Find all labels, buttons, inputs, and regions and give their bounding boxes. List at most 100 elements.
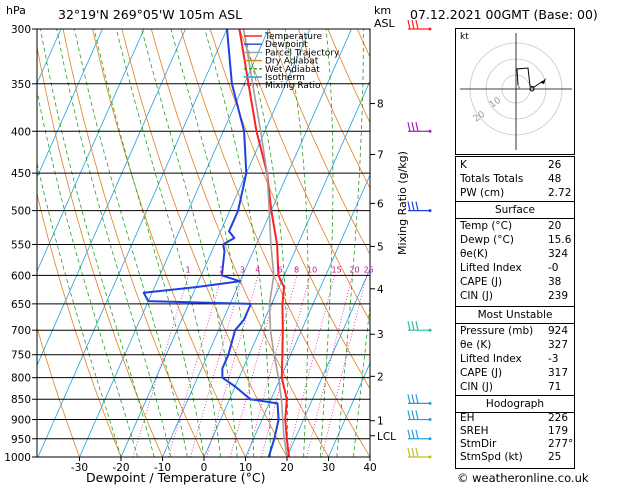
legend-label: Temperature: [264, 32, 322, 42]
wet-adiabat-lines: [37, 29, 370, 457]
wind-barb-flag: [411, 429, 415, 439]
surface-row: θe(K) 324: [460, 248, 569, 260]
wind-barb-flag: [415, 394, 419, 404]
hodo-row: StmDir 277°: [460, 438, 574, 450]
isotherm-line: [37, 29, 228, 457]
pressure-tick-label: 900: [11, 415, 31, 427]
pressure-tick-label: 300: [11, 24, 31, 36]
hodograph-arrow: [541, 78, 546, 84]
pressure-tick-label: 950: [11, 434, 31, 446]
series-dewpoint: [142, 29, 280, 457]
mu-row: CAPE (J) 317: [460, 367, 569, 379]
indices-panel: K 26 Totals Totals 48 PW (cm) 2.72: [455, 156, 575, 202]
wind-barb-flag: [415, 19, 419, 30]
mixing-ratio-labels: 1 2 3 4 6 8 10 15 20 25: [186, 265, 374, 274]
surface-row: Dewp (°C) 15.6: [460, 234, 572, 246]
km-tick-label: 2: [377, 371, 384, 383]
dry-adiabat-line: [121, 29, 288, 457]
wind-barb-flag: [415, 410, 419, 420]
surface-row: Temp (°C) 20: [460, 220, 562, 232]
index-row-pw: PW (cm) 2.72: [460, 187, 572, 199]
temp-tick-label: -30: [71, 462, 88, 474]
mixing-ratio-label: 2: [219, 265, 224, 274]
hodo-row: EH 226: [460, 412, 569, 424]
wind-barb-flag: [411, 19, 415, 30]
mu-row: θe (K) 327: [460, 339, 569, 351]
pressure-tick-label: 350: [11, 79, 31, 91]
dry-adiabat-line: [37, 44, 163, 457]
legend-label: Wet Adiabat: [265, 65, 320, 75]
km-tick-label: 4: [377, 284, 384, 296]
mixing-ratio-axis-title: Mixing Ratio (g/kg): [396, 151, 409, 255]
mixing-ratio-line: [132, 275, 189, 457]
datetime-title: 07.12.2021 00GMT (Base: 00): [410, 7, 598, 22]
km-tick-label: 7: [377, 149, 384, 161]
temp-tick-label: -20: [112, 462, 129, 474]
mixing-ratio-label: 4: [255, 265, 260, 274]
pressure-tick-labels: 300 350 400 450 500 550 600 650 700 750 800 850 900 9…: [4, 24, 37, 464]
dry-adiabat-line: [593, 29, 629, 457]
location-title: 32°19'N 269°05'W 105m ASL: [58, 7, 243, 22]
mixing-ratio-label: 6: [278, 265, 283, 274]
pressure-tick-label: 700: [11, 325, 31, 337]
asl-axis-label: ASL: [374, 17, 395, 30]
pressure-tick-label: 1000: [4, 452, 31, 464]
km-tick-label: 8: [377, 99, 384, 111]
wet-adiabat-line: [242, 29, 289, 457]
wet-adiabat-line: [116, 29, 221, 457]
mixing-ratio-label: 10: [307, 265, 317, 274]
wet-adiabat-line: [319, 29, 334, 457]
hodograph-table-title: Hodograph: [485, 398, 545, 410]
mixing-ratio-label: 20: [349, 265, 359, 274]
wind-barb-point: [428, 328, 432, 332]
surface-row: CIN (J) 239: [460, 290, 569, 302]
isotherm-line: [328, 362, 370, 457]
series-temperature: [238, 29, 291, 457]
wind-barb-point: [428, 27, 432, 31]
mixing-ratio-label: 3: [240, 265, 245, 274]
km-tick-label: LCL: [377, 431, 396, 443]
temp-tick-label: 30: [322, 462, 335, 474]
mu-row: CIN (J) 71: [460, 381, 562, 393]
wind-barb-flag: [411, 122, 415, 132]
pressure-tick-label: 800: [11, 373, 31, 385]
wind-barb-flag: [407, 321, 411, 331]
km-axis-label: km: [374, 4, 392, 17]
wet-adiabat-line: [56, 29, 172, 457]
pressure-tick-label: 400: [11, 126, 31, 138]
pressure-tick-label: 500: [11, 206, 31, 218]
hodograph-plot: [460, 33, 572, 150]
surface-row: CAPE (J) 38: [460, 276, 562, 288]
wind-barb-flag: [415, 429, 419, 439]
wind-barb-flag: [407, 201, 411, 211]
series-parcel-trajectory: [242, 29, 288, 457]
wind-barb-flag: [411, 394, 415, 404]
temp-tick-label: 10: [239, 462, 252, 474]
wind-barb-flag: [411, 201, 415, 211]
wind-barb-flag: [411, 410, 415, 420]
legend-label: Parcel Trajectory: [265, 48, 340, 58]
isotherm-line: [37, 29, 186, 367]
dry-adiabat-line: [622, 29, 629, 457]
mixing-ratio-label: 1: [186, 265, 191, 274]
km-tick-label: 6: [377, 198, 384, 210]
isotherm-line: [245, 174, 370, 457]
wind-barb-flag: [407, 447, 411, 458]
copyright: © weatheronline.co.uk: [457, 471, 589, 485]
hodograph-panel: kt 10 20: [455, 28, 575, 155]
legend-label: Mixing Ratio: [265, 81, 321, 91]
wind-barb-flag: [407, 429, 411, 439]
legend-label: Dry Adiabat: [265, 57, 319, 67]
mixing-ratio-label: 25: [364, 265, 374, 274]
wind-barb-flag: [415, 321, 419, 331]
mixing-ratio-label: 8: [294, 265, 299, 274]
wind-barb-flag: [407, 19, 411, 30]
wind-barb-point: [428, 401, 432, 405]
surface-row: Lifted Index -0: [460, 262, 559, 274]
surface-panel: Surface Temp (°C) 20 Dewp (°C) 15.6 θe(K) 3…: [455, 201, 575, 307]
mixing-ratio-line: [168, 275, 223, 457]
dry-adiabat-line: [268, 29, 370, 256]
km-tick-label: 1: [377, 416, 384, 428]
isotherm-lines: [37, 29, 370, 457]
